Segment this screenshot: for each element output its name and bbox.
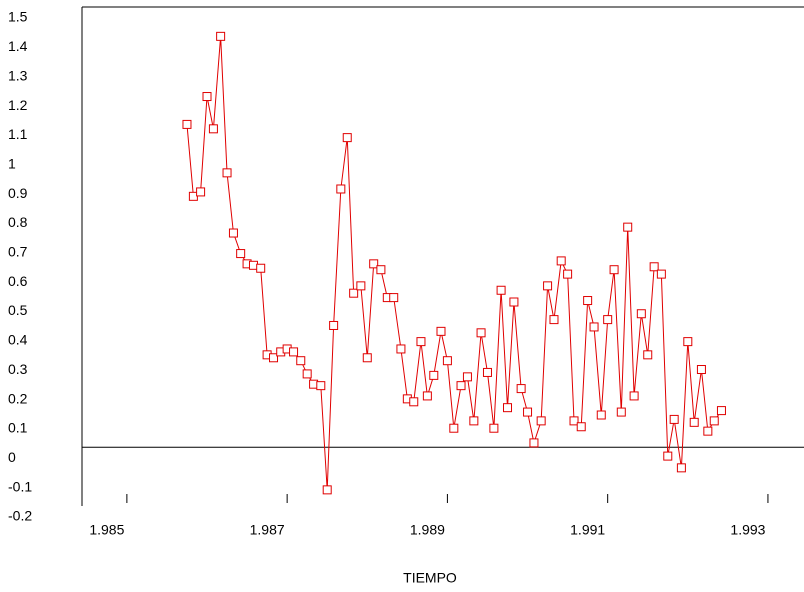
- y-tick-label: 0.3: [8, 361, 28, 377]
- marker: [389, 293, 399, 303]
- y-tick-label: -0.1: [8, 478, 32, 494]
- marker: [609, 265, 619, 275]
- marker: [182, 119, 192, 129]
- x-tick-label: 1.985: [89, 522, 124, 538]
- marker: [703, 426, 713, 436]
- y-tick-label: -0.2: [8, 508, 32, 524]
- marker: [649, 262, 659, 272]
- marker: [369, 259, 379, 269]
- x-axis-label: TIEMPO: [403, 570, 457, 586]
- marker: [663, 451, 673, 461]
- marker: [256, 263, 266, 273]
- marker: [509, 297, 519, 307]
- y-tick-label: 1.4: [8, 38, 28, 54]
- marker: [456, 381, 466, 391]
- marker: [222, 168, 232, 178]
- marker: [556, 256, 566, 266]
- marker: [436, 326, 446, 336]
- marker: [208, 124, 218, 134]
- marker: [302, 369, 312, 379]
- y-tick-label: 1.3: [8, 67, 28, 83]
- series-line: [186, 36, 722, 490]
- marker: [289, 347, 299, 357]
- x-tick-label: 1.987: [250, 522, 285, 538]
- marker: [482, 367, 492, 377]
- marker: [376, 265, 386, 275]
- y-tick-label: 0.2: [8, 390, 28, 406]
- marker: [409, 397, 419, 407]
- marker: [523, 407, 533, 417]
- marker: [503, 403, 513, 413]
- marker: [489, 423, 499, 433]
- y-tick-label: 1.5: [8, 9, 28, 25]
- marker: [583, 296, 593, 306]
- marker: [476, 328, 486, 338]
- marker: [422, 391, 432, 401]
- marker: [416, 337, 426, 347]
- marker: [576, 422, 586, 432]
- y-tick-label: 0.4: [8, 332, 28, 348]
- y-tick-label: 0.8: [8, 214, 28, 230]
- marker: [516, 384, 526, 394]
- marker: [623, 222, 633, 232]
- marker: [563, 269, 573, 279]
- x-tick-label: 1.991: [570, 522, 605, 538]
- marker: [676, 463, 686, 473]
- marker: [496, 285, 506, 295]
- marker: [396, 344, 406, 354]
- x-tick-label: 1.989: [410, 522, 445, 538]
- x-tick-label: 1.993: [730, 522, 765, 538]
- marker: [236, 249, 246, 259]
- marker: [449, 423, 459, 433]
- y-tick-label: 0.7: [8, 244, 28, 260]
- marker: [356, 281, 366, 291]
- marker: [469, 416, 479, 426]
- y-tick-label: 0.9: [8, 185, 28, 201]
- marker: [529, 438, 539, 448]
- y-tick-label: 1: [8, 155, 16, 171]
- marker: [536, 416, 546, 426]
- marker: [329, 320, 339, 330]
- marker: [689, 417, 699, 427]
- marker: [629, 391, 639, 401]
- marker: [216, 31, 226, 41]
- marker: [336, 184, 346, 194]
- marker: [196, 187, 206, 197]
- marker: [669, 414, 679, 424]
- marker: [656, 269, 666, 279]
- marker: [429, 370, 439, 380]
- marker: [596, 410, 606, 420]
- y-tick-label: 0.6: [8, 273, 28, 289]
- y-tick-label: 0.5: [8, 302, 28, 318]
- y-tick-label: 0.1: [8, 420, 28, 436]
- marker: [716, 406, 726, 416]
- marker: [709, 416, 719, 426]
- y-tick-label: 1.2: [8, 97, 28, 113]
- marker: [296, 356, 306, 366]
- marker: [349, 288, 359, 298]
- marker: [543, 281, 553, 291]
- marker: [569, 416, 579, 426]
- marker: [636, 309, 646, 319]
- marker: [228, 228, 238, 238]
- marker: [322, 485, 332, 495]
- marker: [462, 372, 472, 382]
- marker: [362, 353, 372, 363]
- marker: [603, 315, 613, 325]
- marker: [589, 322, 599, 332]
- marker: [316, 381, 326, 391]
- marker: [202, 92, 212, 102]
- y-tick-label: 1.1: [8, 126, 28, 142]
- marker: [269, 353, 279, 363]
- y-tick-label: 0: [8, 449, 16, 465]
- marker: [616, 407, 626, 417]
- marker: [683, 337, 693, 347]
- marker: [696, 365, 706, 375]
- marker: [342, 133, 352, 143]
- marker: [643, 350, 653, 360]
- marker: [549, 315, 559, 325]
- marker: [442, 356, 452, 366]
